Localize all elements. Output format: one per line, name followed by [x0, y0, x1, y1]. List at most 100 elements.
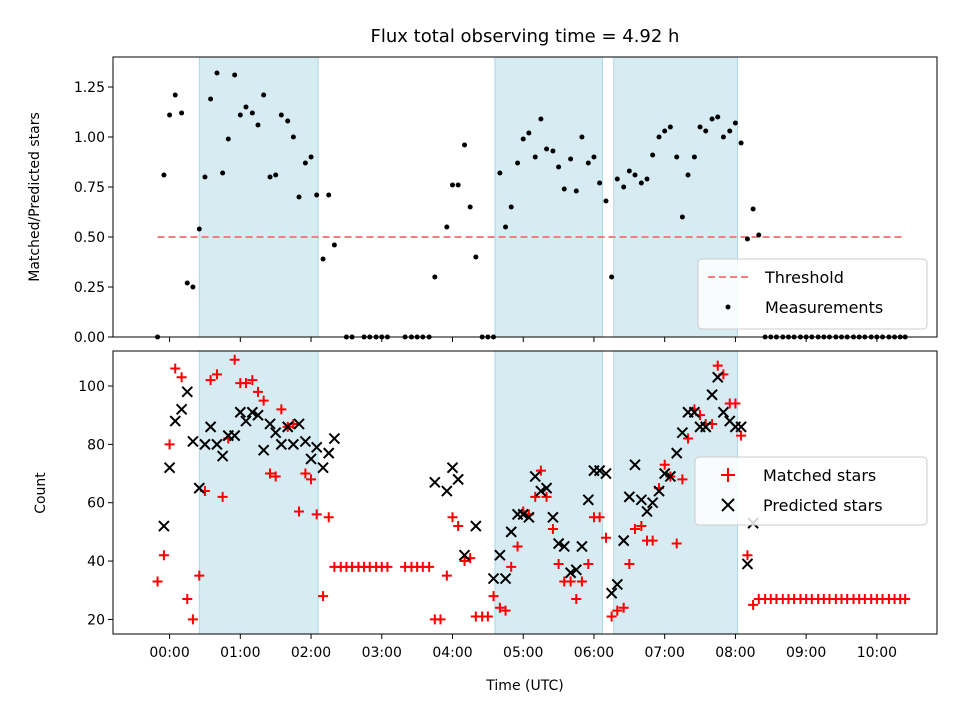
legend-threshold-label: Threshold [764, 268, 844, 287]
bottom-x-tick-label: 08:00 [715, 645, 755, 661]
measurement-point [326, 192, 332, 198]
predicted-point [293, 418, 305, 430]
predicted-point [441, 485, 453, 497]
measurement-point [473, 254, 479, 260]
measurement-point [662, 128, 668, 134]
predicted-point [523, 511, 535, 524]
top-y-tick-label: 0.50 [74, 230, 105, 246]
measurement-point [750, 206, 756, 212]
bottom-y-tick-label: 40 [87, 554, 105, 570]
predicted-point [228, 429, 241, 442]
matched-point [618, 602, 629, 613]
predicted-point [317, 461, 329, 474]
top-y-tick-label: 0.75 [74, 180, 105, 196]
observing-window-bottom-0 [198, 350, 319, 635]
predicted-point [741, 558, 754, 570]
measurement-point [278, 112, 284, 118]
bottom-x-tick-label: 02:00 [291, 645, 331, 661]
bottom-y-tick-label: 80 [87, 437, 105, 453]
matched-point [565, 576, 576, 587]
observing-windows-bottom [198, 350, 739, 635]
measurement-point [255, 122, 261, 128]
bottom-x-tick-label: 10:00 [857, 645, 897, 661]
measurement-point [267, 174, 273, 180]
bottom-axes-frame [112, 350, 938, 635]
predicted-point [623, 491, 636, 503]
predicted-point [517, 508, 529, 521]
bottom-x-tick-label: 06:00 [574, 645, 614, 661]
observing-window-top-1 [494, 56, 603, 338]
measurement-point [314, 192, 320, 198]
predicted-point [600, 467, 612, 480]
observing-windows [198, 56, 739, 338]
predicted-point [257, 444, 270, 456]
measurement-point [644, 176, 650, 182]
top-y-axis-label: Matched/Predicted stars [27, 112, 43, 282]
measurement-point [232, 72, 238, 78]
measurement-point [756, 232, 762, 238]
predicted-point [305, 453, 317, 465]
bottom-x-tick-label: 09:00 [786, 645, 826, 661]
matched-point [482, 611, 493, 622]
matched-point [424, 561, 435, 572]
bottom-x-tick-label: 05:00 [503, 645, 543, 661]
measurement-point [679, 214, 685, 220]
matched-point [500, 605, 511, 616]
matched-point [594, 512, 605, 523]
matched-point [459, 556, 470, 567]
predicted-point [529, 470, 541, 483]
measurement-point [532, 154, 538, 160]
predicted-point [158, 520, 170, 532]
measurement-point [614, 176, 620, 182]
measurement-point [685, 172, 691, 178]
bottom-y-axis-label: Count [33, 472, 49, 514]
matched-point [671, 538, 682, 549]
predicted-point [181, 386, 193, 398]
measurement-point [508, 204, 514, 210]
measurement-point [444, 224, 450, 230]
measurement-point [656, 134, 662, 140]
measurement-point [650, 152, 656, 158]
predicted-point [641, 505, 653, 518]
ratio-plot-panel: 0.00 0.25 0.50 0.75 1.00 1.25 Flux total obse… [27, 26, 938, 346]
matched-point [158, 550, 169, 561]
predicted-point [605, 587, 618, 599]
measurement-point [697, 124, 703, 130]
measurement-point [285, 118, 291, 124]
top-y-tick-label: 0.00 [74, 330, 105, 346]
predicted-point [582, 494, 595, 506]
bottom-y-ticks: 20 40 60 80 100 [78, 379, 113, 628]
matched-point [636, 521, 647, 532]
measurement-point [585, 160, 591, 166]
predicted-point [617, 534, 630, 547]
measurement-point [261, 92, 267, 98]
matched-point [229, 354, 240, 365]
predicted-point [204, 421, 217, 433]
matched-point [176, 372, 187, 383]
matched-point [535, 465, 546, 476]
measurement-point [538, 116, 544, 122]
measurement-point [202, 174, 208, 180]
matched-point [659, 459, 670, 470]
measurement-point [738, 140, 744, 146]
matched-point [576, 576, 587, 587]
predicted-point [611, 578, 624, 591]
predicted-point [429, 476, 441, 488]
matched-point [240, 378, 251, 389]
predicted-point [570, 564, 582, 576]
matched-point [300, 468, 311, 479]
matched-point [441, 570, 452, 581]
matched-point [382, 561, 393, 572]
top-y-tick-label: 1.25 [74, 80, 105, 96]
matched-point [736, 430, 747, 441]
measurement-point [556, 164, 562, 170]
matched-point [600, 532, 611, 543]
measurement-point [296, 194, 302, 200]
measurement-point [520, 136, 526, 142]
predicted-point [712, 371, 724, 383]
measurement-point [225, 136, 231, 142]
measurement-point [691, 154, 697, 160]
matched-point [323, 512, 334, 523]
measurement-point [167, 112, 173, 118]
